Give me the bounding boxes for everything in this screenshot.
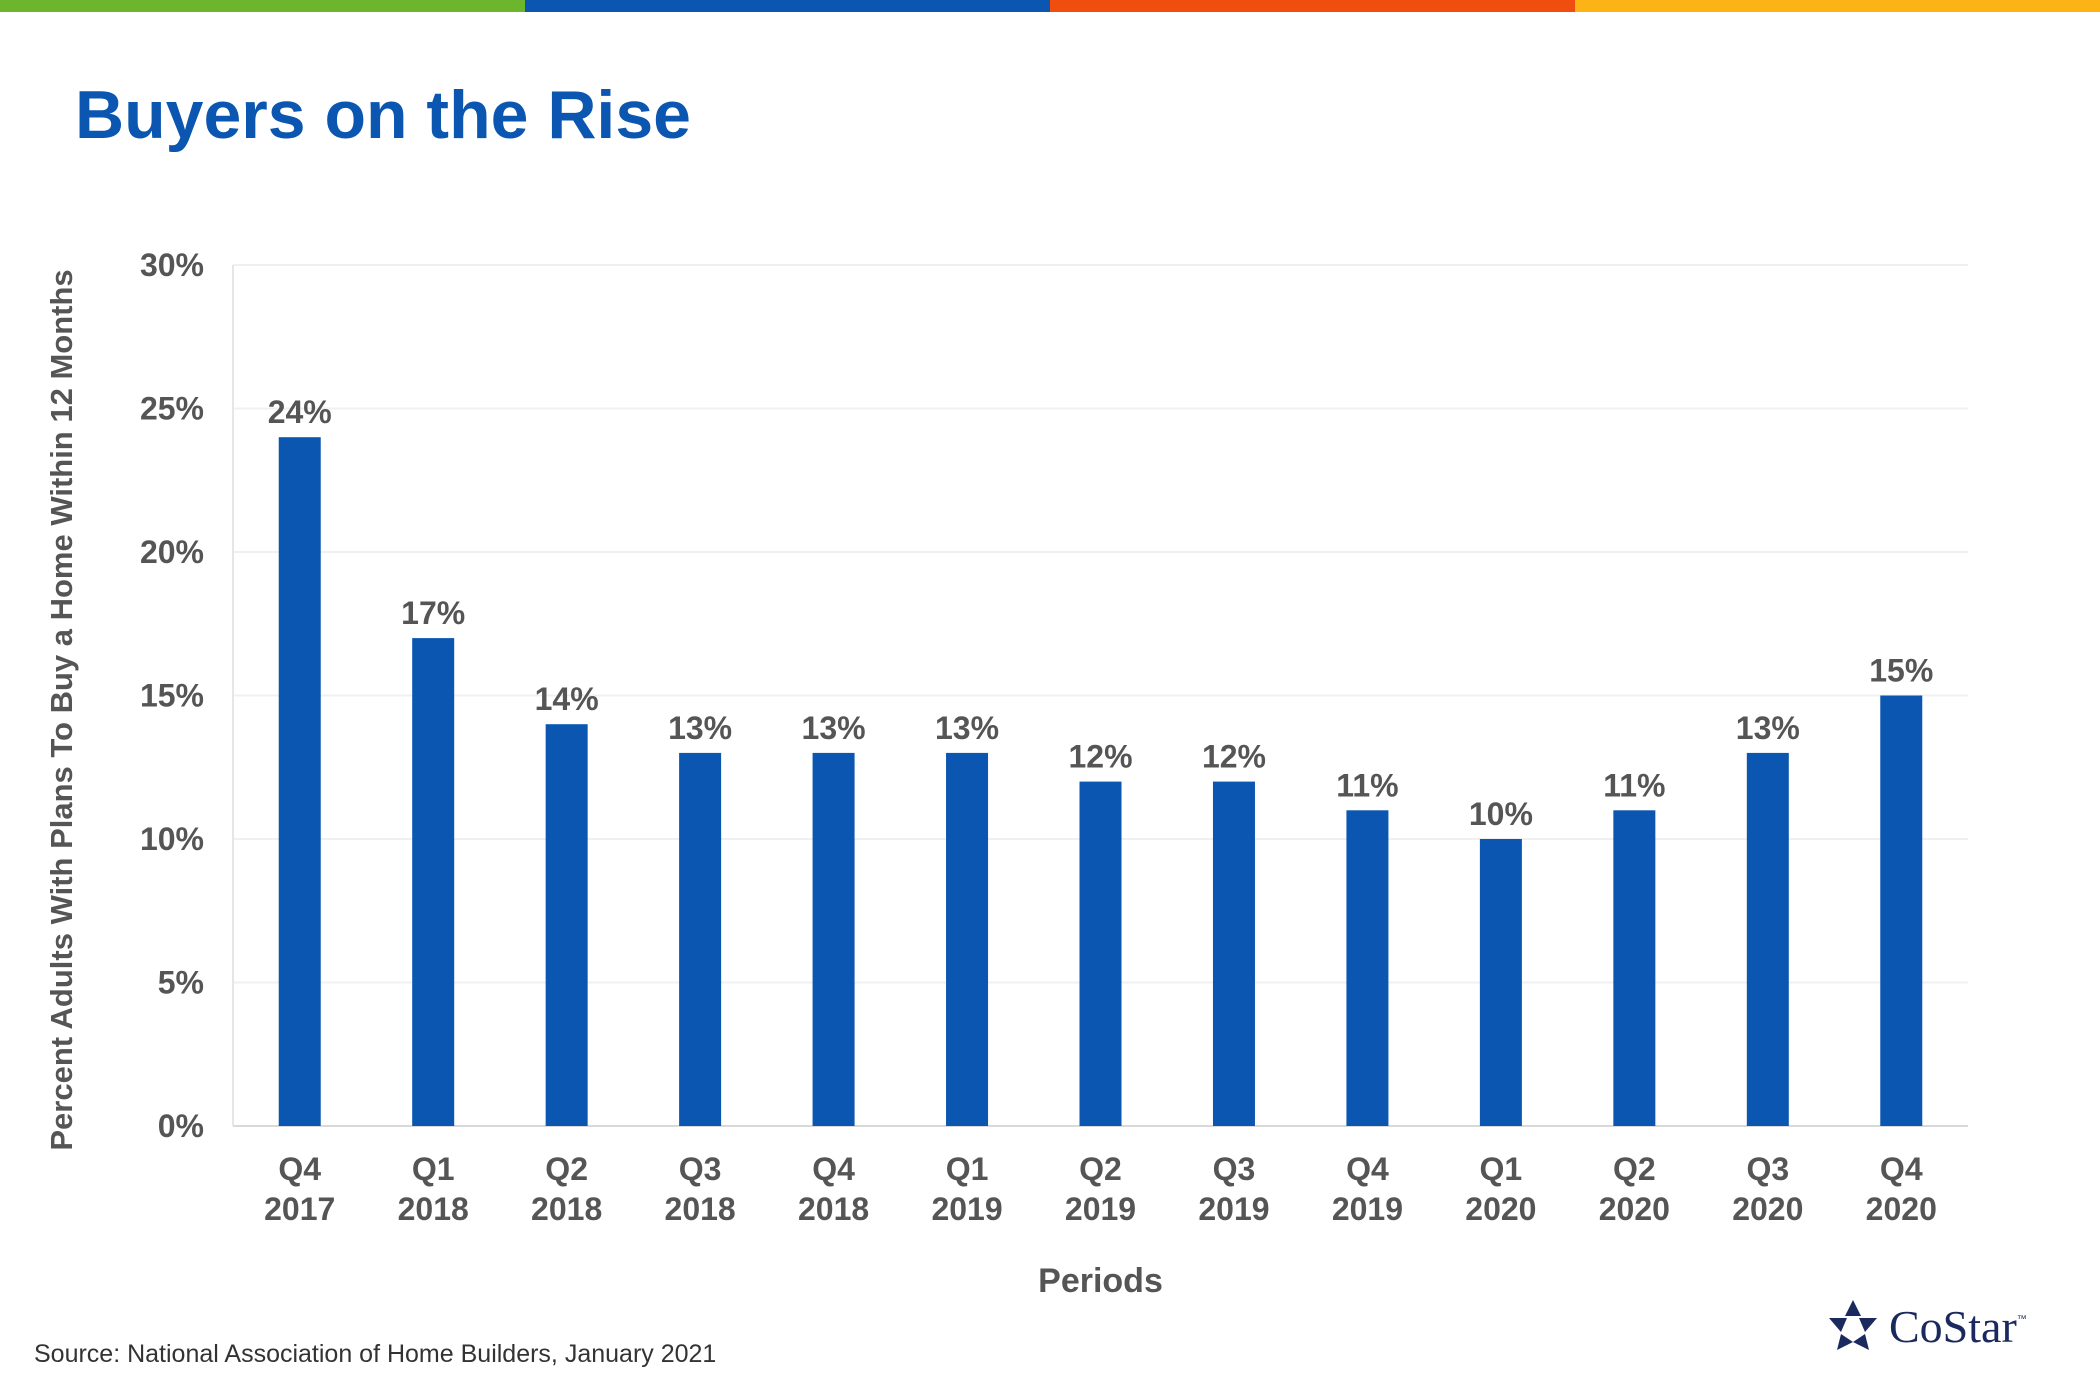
- x-tick-label: Q4: [278, 1151, 321, 1187]
- x-tick-label: 2018: [665, 1191, 736, 1227]
- x-tick-label: 2019: [1065, 1191, 1136, 1227]
- bar-value-label: 24%: [268, 394, 332, 430]
- bar: [1746, 752, 1789, 1126]
- bar-value-label: 12%: [1202, 739, 1266, 775]
- bar: [1479, 839, 1522, 1126]
- bar: [946, 752, 989, 1126]
- top-bar-green-segment: [0, 0, 525, 12]
- x-tick-label: 2019: [1198, 1191, 1269, 1227]
- bar-value-label: 11%: [1336, 767, 1398, 803]
- y-tick-label: 5%: [158, 965, 204, 1001]
- bar: [1613, 810, 1656, 1126]
- top-bar-blue-segment: [525, 0, 1050, 12]
- x-tick-label: 2020: [1465, 1191, 1536, 1227]
- bar-value-label: 15%: [1869, 653, 1933, 689]
- page-title: Buyers on the Rise: [75, 77, 691, 153]
- x-tick-label: Q2: [1613, 1151, 1656, 1187]
- x-tick-label: 2020: [1866, 1191, 1937, 1227]
- top-color-bar: [0, 0, 2100, 12]
- bar: [1880, 695, 1923, 1126]
- bar: [1212, 781, 1255, 1126]
- x-tick-label: 2020: [1599, 1191, 1670, 1227]
- x-tick-label: Q3: [679, 1151, 722, 1187]
- x-axis-label: Periods: [1038, 1262, 1163, 1300]
- x-tick-label: 2017: [264, 1191, 335, 1227]
- y-tick-label: 15%: [140, 678, 204, 714]
- x-tick-label: 2019: [931, 1191, 1002, 1227]
- x-tick-label: Q4: [1346, 1151, 1389, 1187]
- y-tick-label: 0%: [158, 1108, 204, 1144]
- bar-value-label: 14%: [535, 681, 599, 717]
- x-tick-label: Q2: [1079, 1151, 1122, 1187]
- bar: [812, 752, 855, 1126]
- x-tick-label: Q1: [946, 1151, 989, 1187]
- bar: [679, 752, 722, 1126]
- x-tick-label: 2020: [1732, 1191, 1803, 1227]
- y-tick-label: 25%: [140, 391, 204, 427]
- x-tick-label: Q2: [545, 1151, 588, 1187]
- bar-value-label: 17%: [401, 595, 465, 631]
- y-tick-label: 10%: [140, 821, 204, 857]
- bar-value-label: 13%: [668, 710, 732, 746]
- y-tick-label: 20%: [140, 534, 204, 570]
- y-tick-label: 30%: [140, 247, 204, 283]
- costar-logo: CoStar ™: [1825, 1298, 2027, 1354]
- bar-value-label: 12%: [1068, 739, 1132, 775]
- x-tick-label: Q1: [1480, 1151, 1523, 1187]
- y-axis-label: Percent Adults With Plans To Buy a Home …: [44, 269, 79, 1150]
- bar: [1346, 810, 1389, 1126]
- x-tick-label: Q1: [412, 1151, 455, 1187]
- bar-value-label: 13%: [935, 710, 999, 746]
- x-tick-label: Q4: [812, 1151, 855, 1187]
- x-tick-label: Q3: [1746, 1151, 1789, 1187]
- bar-value-label: 13%: [1736, 710, 1800, 746]
- source-note: Source: National Association of Home Bui…: [34, 1340, 717, 1368]
- x-tick-label: 2018: [531, 1191, 602, 1227]
- bar: [545, 724, 588, 1126]
- logo-wordmark: CoStar: [1889, 1300, 2017, 1352]
- x-tick-label: 2018: [798, 1191, 869, 1227]
- bar-value-label: 11%: [1603, 767, 1665, 803]
- bar: [1079, 781, 1122, 1126]
- bar-value-label: 13%: [802, 710, 866, 746]
- logo-trademark: ™: [2016, 1314, 2027, 1325]
- bar: [278, 437, 321, 1126]
- costar-star-icon: [1829, 1300, 1877, 1350]
- top-bar-orange-segment: [1050, 0, 1575, 12]
- top-bar-yellow-segment: [1575, 0, 2100, 12]
- x-tick-label: 2019: [1332, 1191, 1403, 1227]
- bar-value-label: 10%: [1469, 796, 1533, 832]
- x-tick-label: 2018: [398, 1191, 469, 1227]
- x-tick-label: Q4: [1880, 1151, 1923, 1187]
- bar: [412, 638, 455, 1126]
- x-tick-label: Q3: [1213, 1151, 1256, 1187]
